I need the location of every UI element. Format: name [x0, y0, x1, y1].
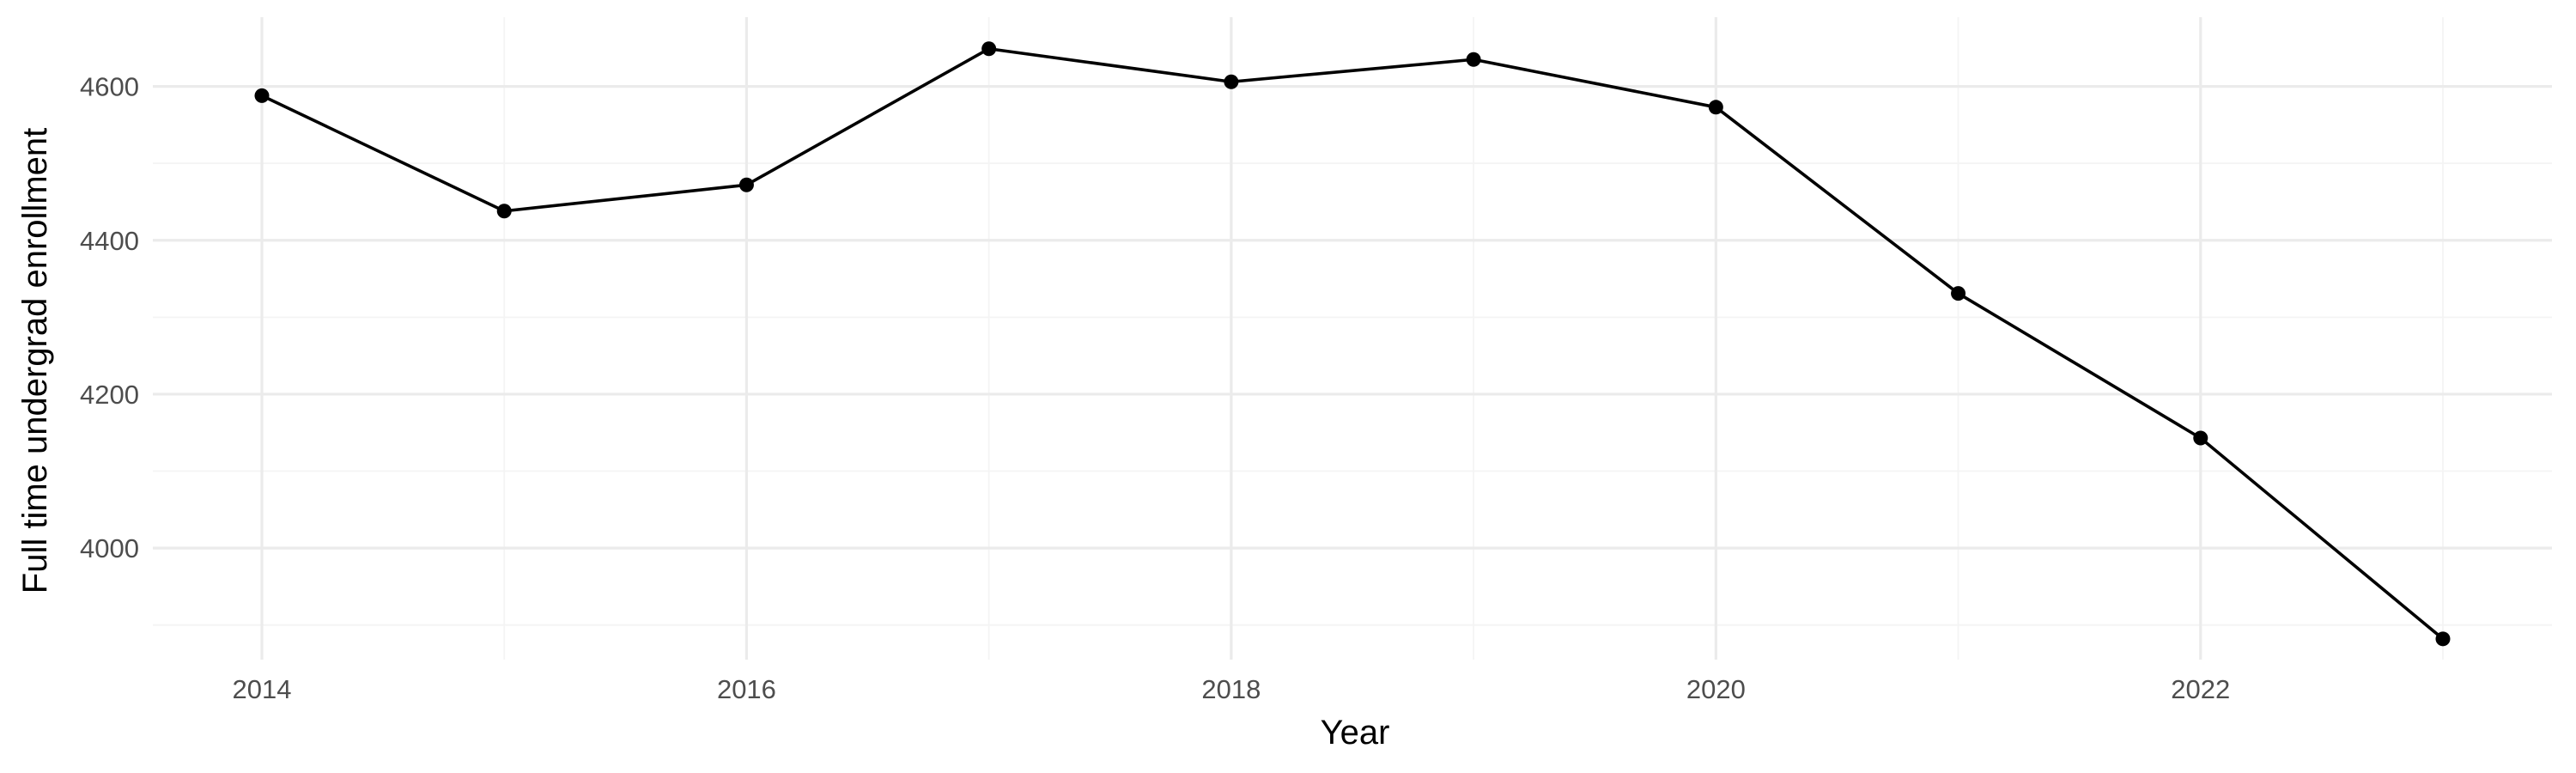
data-point-2019	[1466, 52, 1481, 67]
x-tick-label: 2016	[717, 674, 776, 704]
y-tick-label: 4400	[80, 226, 139, 256]
major-gridlines	[153, 17, 2552, 660]
y-tick-label: 4600	[80, 72, 139, 102]
x-tick-label: 2018	[1201, 674, 1261, 704]
data-point-2018	[1224, 74, 1239, 89]
x-axis-title: Year	[1321, 714, 1390, 752]
data-point-2023	[2435, 631, 2451, 647]
y-tick-label: 4200	[80, 380, 139, 410]
y-axis-title: Full time undergrad enrollment	[16, 128, 54, 593]
data-point-2015	[496, 204, 512, 219]
data-point-2016	[738, 177, 754, 192]
data-point-2014	[254, 88, 270, 103]
minor-gridlines	[153, 17, 2552, 660]
data-series	[254, 41, 2451, 647]
x-tick-label: 2022	[2171, 674, 2230, 704]
data-point-2017	[981, 41, 997, 57]
y-tick-label: 4000	[80, 533, 139, 563]
x-tick-label: 2014	[233, 674, 292, 704]
series-line	[260, 46, 2445, 641]
x-tick-label: 2020	[1686, 674, 1746, 704]
data-point-2022	[2193, 430, 2208, 446]
data-point-2020	[1708, 100, 1723, 115]
x-axis-tick-labels: 2014 2016 2018 2020 2022	[233, 674, 2231, 704]
y-axis-tick-labels: 4000 4200 4400 4600	[80, 72, 139, 563]
data-point-2021	[1951, 286, 1966, 301]
